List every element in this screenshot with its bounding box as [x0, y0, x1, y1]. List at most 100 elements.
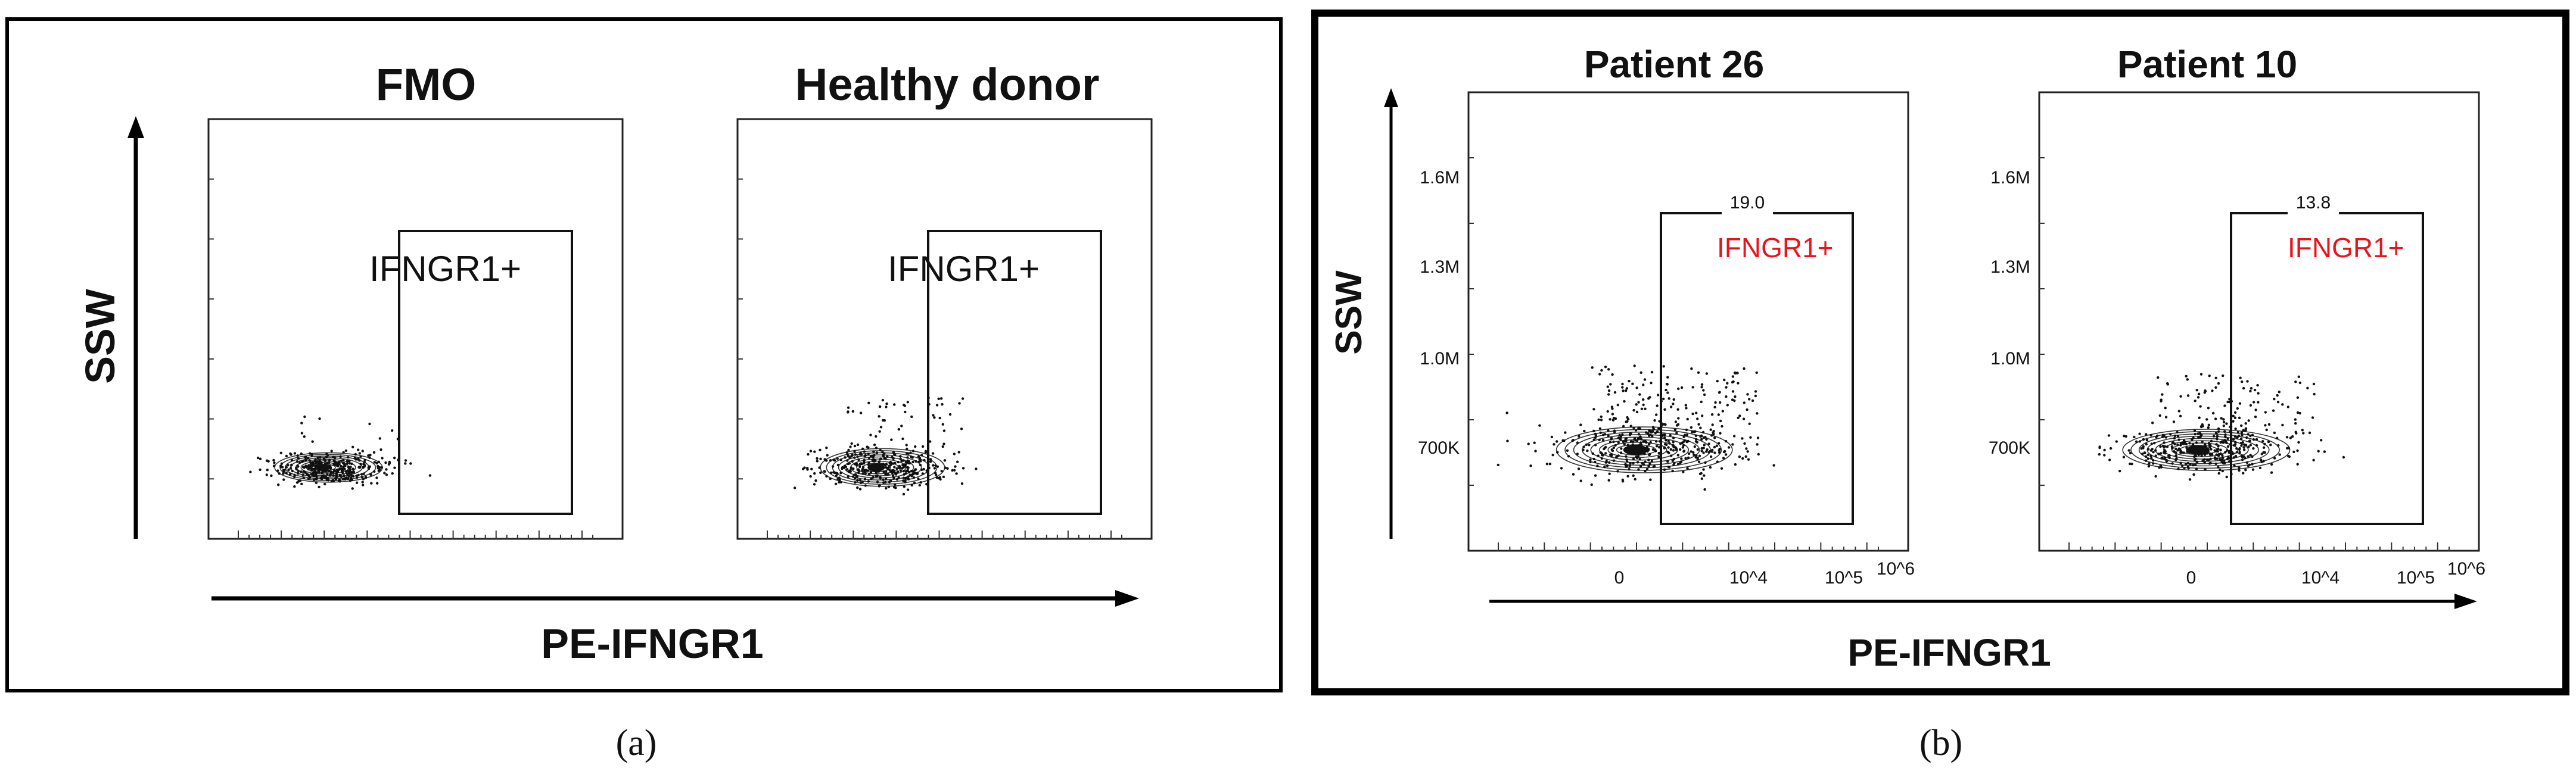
event-dot — [2207, 407, 2210, 410]
event-dot — [1721, 425, 1723, 428]
event-dot — [1691, 412, 1694, 416]
event-dot — [287, 468, 290, 472]
event-dot — [303, 466, 306, 469]
event-dot — [2269, 444, 2272, 447]
event-dot — [1736, 372, 1739, 375]
event-dot — [1693, 445, 1696, 448]
event-dot — [958, 402, 961, 405]
event-dot — [1545, 463, 1549, 466]
event-dot — [1589, 458, 1592, 461]
event-dot — [1633, 364, 1636, 367]
event-dot — [2152, 451, 2155, 454]
event-dot — [1604, 366, 1607, 369]
event-dot — [1621, 386, 1624, 389]
event-dot — [1538, 424, 1541, 427]
event-dot — [1710, 413, 1714, 416]
event-dot — [1642, 398, 1645, 401]
event-dot — [2312, 458, 2315, 461]
density-core — [315, 464, 331, 471]
event-dot — [2265, 428, 2268, 432]
event-dot — [906, 466, 909, 469]
event-dot — [404, 462, 407, 465]
event-dot — [1702, 468, 1705, 471]
event-dot — [1686, 467, 1689, 470]
event-dot — [885, 402, 888, 405]
event-dot — [2296, 449, 2299, 453]
event-dot — [2301, 429, 2304, 432]
event-dot — [1677, 417, 1680, 420]
event-dot — [277, 483, 280, 486]
event-dot — [903, 485, 906, 488]
event-dot — [1676, 408, 1679, 411]
event-dot — [904, 410, 907, 414]
event-dot — [2281, 403, 2284, 406]
event-dot — [2294, 418, 2297, 421]
event-dot — [1649, 478, 1652, 481]
event-dot — [858, 465, 861, 469]
event-dot — [1608, 472, 1611, 475]
event-dot — [1737, 416, 1740, 419]
event-dot — [855, 462, 858, 466]
event-dot — [1657, 455, 1660, 458]
event-dot — [901, 467, 904, 470]
event-dot — [1755, 371, 1758, 375]
event-dot — [1679, 461, 1682, 464]
event-dot — [2214, 386, 2217, 389]
event-dot — [2342, 455, 2345, 459]
event-dot — [1745, 447, 1748, 450]
event-dot — [2241, 380, 2244, 383]
event-dot — [351, 487, 354, 490]
gate-ifngr1-fmo — [398, 230, 573, 515]
event-dot — [1751, 399, 1754, 402]
event-dot — [375, 461, 378, 465]
event-dot — [2294, 422, 2297, 425]
event-dot — [385, 468, 388, 471]
density-contour — [311, 463, 337, 472]
event-dot — [1551, 454, 1554, 457]
panel-a-x-label: PE-IFNGR1 — [541, 620, 763, 667]
plot-frame-fmo — [207, 118, 624, 540]
event-dot — [2254, 415, 2257, 419]
event-dot — [2198, 416, 2201, 419]
event-dot — [878, 415, 881, 418]
event-dot — [2142, 447, 2145, 450]
event-dot — [893, 403, 896, 406]
event-dot — [879, 426, 883, 429]
event-dot — [387, 463, 391, 466]
event-dot — [266, 469, 269, 472]
event-dot — [1640, 407, 1644, 410]
event-dot — [1497, 463, 1499, 467]
event-dot — [2246, 380, 2249, 383]
event-dot — [961, 397, 965, 400]
event-dot — [2233, 416, 2237, 419]
event-dot — [409, 462, 412, 465]
event-dot — [940, 470, 943, 473]
event-dot — [1623, 400, 1626, 403]
event-dot — [1610, 448, 1613, 451]
event-dot — [1653, 464, 1656, 468]
event-dot — [1690, 426, 1693, 429]
event-dot — [2164, 407, 2167, 410]
event-dot — [1669, 405, 1673, 408]
event-dot — [962, 467, 965, 470]
event-dot — [2238, 416, 2241, 419]
event-dot — [290, 453, 293, 456]
event-dot — [1748, 398, 1751, 401]
event-dot — [1648, 462, 1651, 466]
event-dot — [372, 451, 376, 454]
event-dot — [1686, 417, 1689, 421]
event-dot — [814, 479, 817, 482]
event-dot — [2203, 391, 2206, 394]
event-dot — [914, 468, 917, 471]
event-dot — [1666, 376, 1669, 379]
event-dot — [2297, 441, 2300, 444]
plot-frame-patient-26 — [1467, 91, 1909, 552]
event-dot — [2146, 453, 2149, 456]
event-dot — [1715, 444, 1718, 447]
event-dot — [1756, 412, 1759, 415]
event-dot — [2238, 447, 2241, 450]
event-dot — [2285, 436, 2289, 439]
event-dot — [256, 456, 260, 460]
event-dot — [1553, 443, 1555, 446]
event-dot — [1734, 372, 1737, 375]
